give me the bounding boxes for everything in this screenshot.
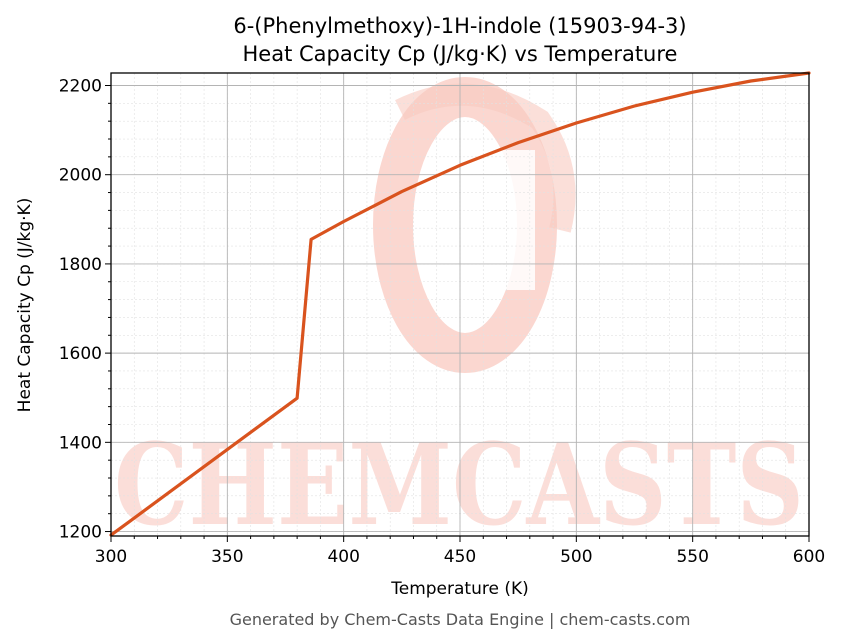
x-tick-label: 500 (560, 547, 592, 567)
ticks-layer: 300 350 400 450 500 550 600 1200 1400 1600 1800 200… (59, 76, 825, 567)
watermark-text: CHEMCASTS (114, 420, 804, 551)
y-tick-label: 2000 (59, 166, 102, 186)
y-tick-label: 1200 (59, 523, 102, 543)
watermark-swirl-stroke (395, 83, 576, 233)
series-layer (109, 71, 811, 537)
x-tick-label: 350 (211, 547, 243, 567)
x-tick-label: 400 (327, 547, 359, 567)
y-tick-label: 1600 (59, 344, 102, 364)
y-axis-label: Heat Capacity Cp (J/kg·K) (15, 198, 35, 413)
y-tick-label: 2200 (59, 76, 102, 96)
x-tick-label: 600 (793, 547, 825, 567)
chart-title-line1: 6-(Phenylmethoxy)-1H-indole (15903-94-3) (233, 14, 686, 38)
x-tick-label: 450 (444, 547, 476, 567)
footer-credit: Generated by Chem-Casts Data Engine | ch… (230, 610, 691, 629)
watermark-swirl-gap (455, 150, 535, 290)
y-tick-label: 1400 (59, 433, 102, 453)
x-axis-label: Temperature (K) (390, 579, 529, 599)
chemcasts-watermark: CHEMCASTS (114, 77, 804, 551)
x-tick-label: 550 (676, 547, 708, 567)
chart-title-line2: Heat Capacity Cp (J/kg·K) vs Temperature (243, 42, 678, 66)
major-grid (110, 73, 810, 536)
x-tick-label: 300 (95, 547, 127, 567)
series-line-0 (109, 71, 811, 537)
y-tick-label: 1800 (59, 255, 102, 275)
